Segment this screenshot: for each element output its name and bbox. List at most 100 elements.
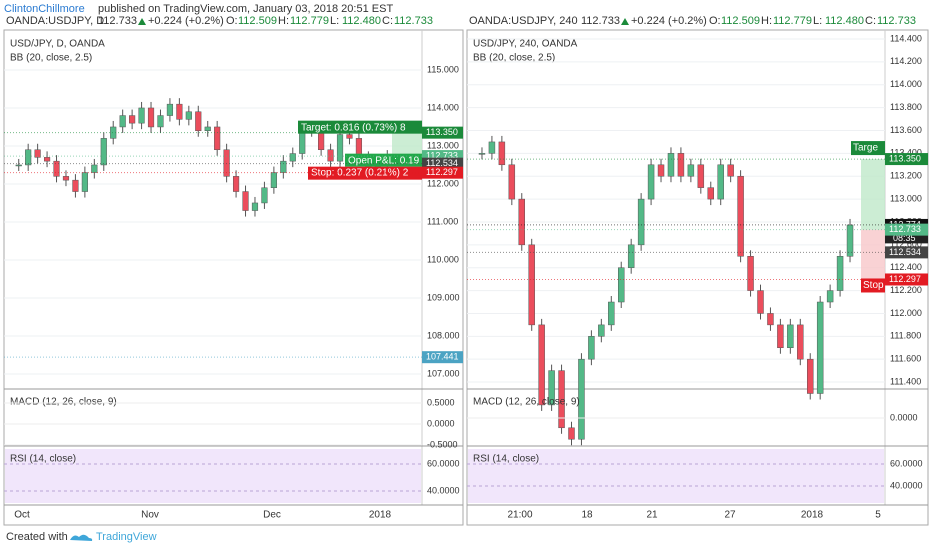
countdown-box (885, 233, 928, 244)
candle (299, 130, 306, 154)
candle (157, 115, 164, 128)
candle (707, 187, 714, 200)
candle (478, 153, 486, 155)
x-tick-label: 5 (875, 510, 881, 521)
price-tag-label: 113.350 (889, 153, 921, 163)
candle (816, 301, 824, 394)
candle (836, 256, 844, 291)
field-label: O: (709, 15, 721, 27)
candle (204, 126, 211, 132)
field-label: C: (865, 15, 876, 27)
stop-box (861, 278, 885, 293)
y-tick-label: 114.000 (427, 102, 459, 112)
candle (138, 107, 145, 124)
candle (797, 324, 804, 360)
candle (336, 134, 344, 162)
candle (43, 157, 51, 162)
price-tag-label: 112.534 (889, 247, 921, 257)
candle (518, 198, 525, 246)
candle (737, 175, 744, 257)
field-value: 112.509 (721, 15, 760, 27)
candle (508, 164, 516, 200)
x-tick-label: Oct (14, 510, 30, 521)
brand[interactable]: TradingView (96, 531, 157, 543)
price-tag-label: 112.534 (426, 158, 458, 168)
candle (826, 290, 834, 303)
candle (110, 126, 117, 139)
bb-label: BB (20, close, 2.5) (473, 53, 555, 64)
price-tag (885, 246, 928, 259)
field-value: 112.480 (825, 15, 864, 27)
y-tick-label: 114.000 (890, 79, 922, 89)
candle (588, 336, 595, 360)
candle (242, 191, 249, 211)
panel-frame (3, 29, 464, 526)
candle (119, 115, 126, 128)
symbol: OANDA:USDJPY, D (6, 15, 104, 27)
y-tick-label: 111.000 (427, 216, 458, 226)
y-tick-label: 111.400 (890, 376, 921, 386)
y-tick-label: 111.800 (890, 331, 921, 341)
price-tag-label: 112.733 (426, 150, 458, 160)
candle (647, 164, 655, 200)
candle (727, 164, 734, 177)
field-value: 112.779 (290, 15, 329, 27)
field-value: 112.733 (394, 15, 433, 27)
target-text: Target: 0.816 (0.73%) 8 (301, 122, 406, 133)
published: published on TradingView.com, January 03… (98, 3, 393, 15)
symbol: OANDA:USDJPY, 240 (469, 15, 578, 27)
price-tag-label: 107.441 (426, 352, 459, 362)
rsi-band (5, 449, 421, 503)
field-value: 112.733 (877, 15, 916, 27)
candle (637, 198, 645, 246)
candle (34, 149, 41, 158)
candle (667, 153, 675, 177)
macd-label: MACD (12, 26, close, 9) (10, 397, 117, 408)
x-tick-label: Nov (141, 510, 159, 521)
price-tag-label: 112.297 (889, 274, 921, 284)
price-tag (422, 157, 463, 170)
y-tick-label: 113.800 (890, 102, 922, 112)
x-tick-label: 2018 (801, 510, 824, 521)
candle (195, 111, 202, 132)
y-tick-label: 112.200 (890, 285, 922, 295)
y-tick-label: 109.000 (427, 292, 460, 302)
x-tick-label: Dec (263, 510, 281, 521)
candle (270, 172, 277, 189)
up-arrow (621, 18, 629, 25)
candle (147, 107, 155, 128)
change: +0.224 (+0.2%) (631, 15, 707, 27)
field-label: L: (330, 15, 339, 27)
candle (627, 244, 635, 268)
candle (717, 164, 724, 200)
candle (327, 149, 334, 162)
rsi-tick-label: 60.0000 (890, 458, 923, 468)
y-tick-label: 112.600 (890, 239, 922, 249)
candle (498, 141, 506, 166)
rsi-tick-label: 40.0000 (890, 480, 923, 490)
candle (91, 164, 98, 173)
y-tick-label: 108.000 (427, 330, 460, 340)
author[interactable]: ClintonChillmore (4, 3, 85, 15)
y-tick-label: 107.000 (427, 368, 460, 378)
candle (25, 149, 32, 166)
candle (568, 427, 575, 440)
stop-text: Stop: 0.237 (0.21%) 2 (311, 167, 409, 178)
y-tick-label: 113.000 (427, 140, 459, 150)
candle (62, 176, 70, 181)
rsi-tick-label: 40.0000 (427, 485, 460, 495)
candle (538, 324, 545, 406)
chart-title: USD/JPY, D, OANDA (10, 39, 105, 50)
candle (558, 370, 565, 429)
open-text: Open P&L: 0.19 (348, 155, 420, 166)
candle (81, 172, 88, 192)
price-tag (422, 166, 463, 179)
price-tag (885, 223, 928, 236)
candle (214, 126, 221, 151)
candle (528, 244, 535, 326)
candle (100, 138, 107, 166)
logo (70, 534, 93, 541)
last-price: 112.733 (581, 15, 620, 27)
candle (251, 202, 259, 211)
